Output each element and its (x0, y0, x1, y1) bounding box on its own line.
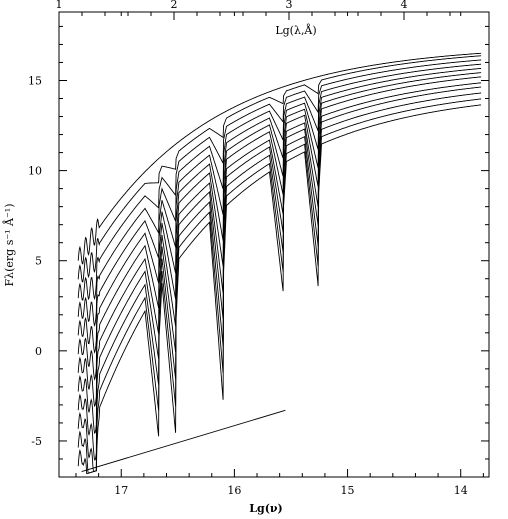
y-tick-label: 5 (35, 255, 42, 268)
x-tick-label: 15 (341, 484, 355, 497)
x-tick-label: 16 (227, 484, 241, 497)
top-tick-label: 3 (286, 0, 293, 11)
top-tick-label: 2 (171, 0, 178, 11)
x-axis-title: Lg(ν) (249, 502, 282, 515)
spectrum-curve-9 (77, 63, 482, 327)
y-tick-label: 15 (28, 74, 42, 87)
tick-labels: 17 16 15 14 -5 0 5 10 15 1 2 3 4 (28, 0, 468, 497)
spectrum-curve-5 (77, 82, 482, 434)
spectrum-curve-3 (77, 92, 482, 473)
spectrum-curve-10 (77, 59, 482, 301)
spectrum-curve-12 (77, 52, 482, 265)
spectrum-curve-4 (77, 86, 482, 461)
y-tick-label: 0 (35, 345, 42, 358)
spectrum-curve-6 (77, 76, 482, 408)
spectral-curves (77, 52, 482, 475)
y-tick-label: -5 (31, 435, 42, 448)
spectrum-curve-11 (77, 55, 482, 283)
axis-ticks (58, 12, 489, 477)
y-tick-label: 10 (28, 165, 42, 178)
top-tick-label: 4 (401, 0, 408, 11)
lower-envelope-line (81, 409, 286, 473)
y-axis-title: Fλ(erg s⁻¹ Å⁻¹) (2, 203, 16, 286)
x-tick-label: 14 (454, 484, 468, 497)
spectrum-curve-7 (77, 72, 482, 381)
plot-frame (58, 11, 490, 478)
spectrum-curve-1 (77, 104, 482, 475)
x-tick-label: 17 (114, 484, 128, 497)
spectrum-curve-8 (77, 67, 482, 354)
top-tick-label: 1 (56, 0, 63, 11)
top-axis-title: Lg(λ,Å) (275, 23, 316, 37)
spectrum-curve-2 (77, 98, 482, 474)
